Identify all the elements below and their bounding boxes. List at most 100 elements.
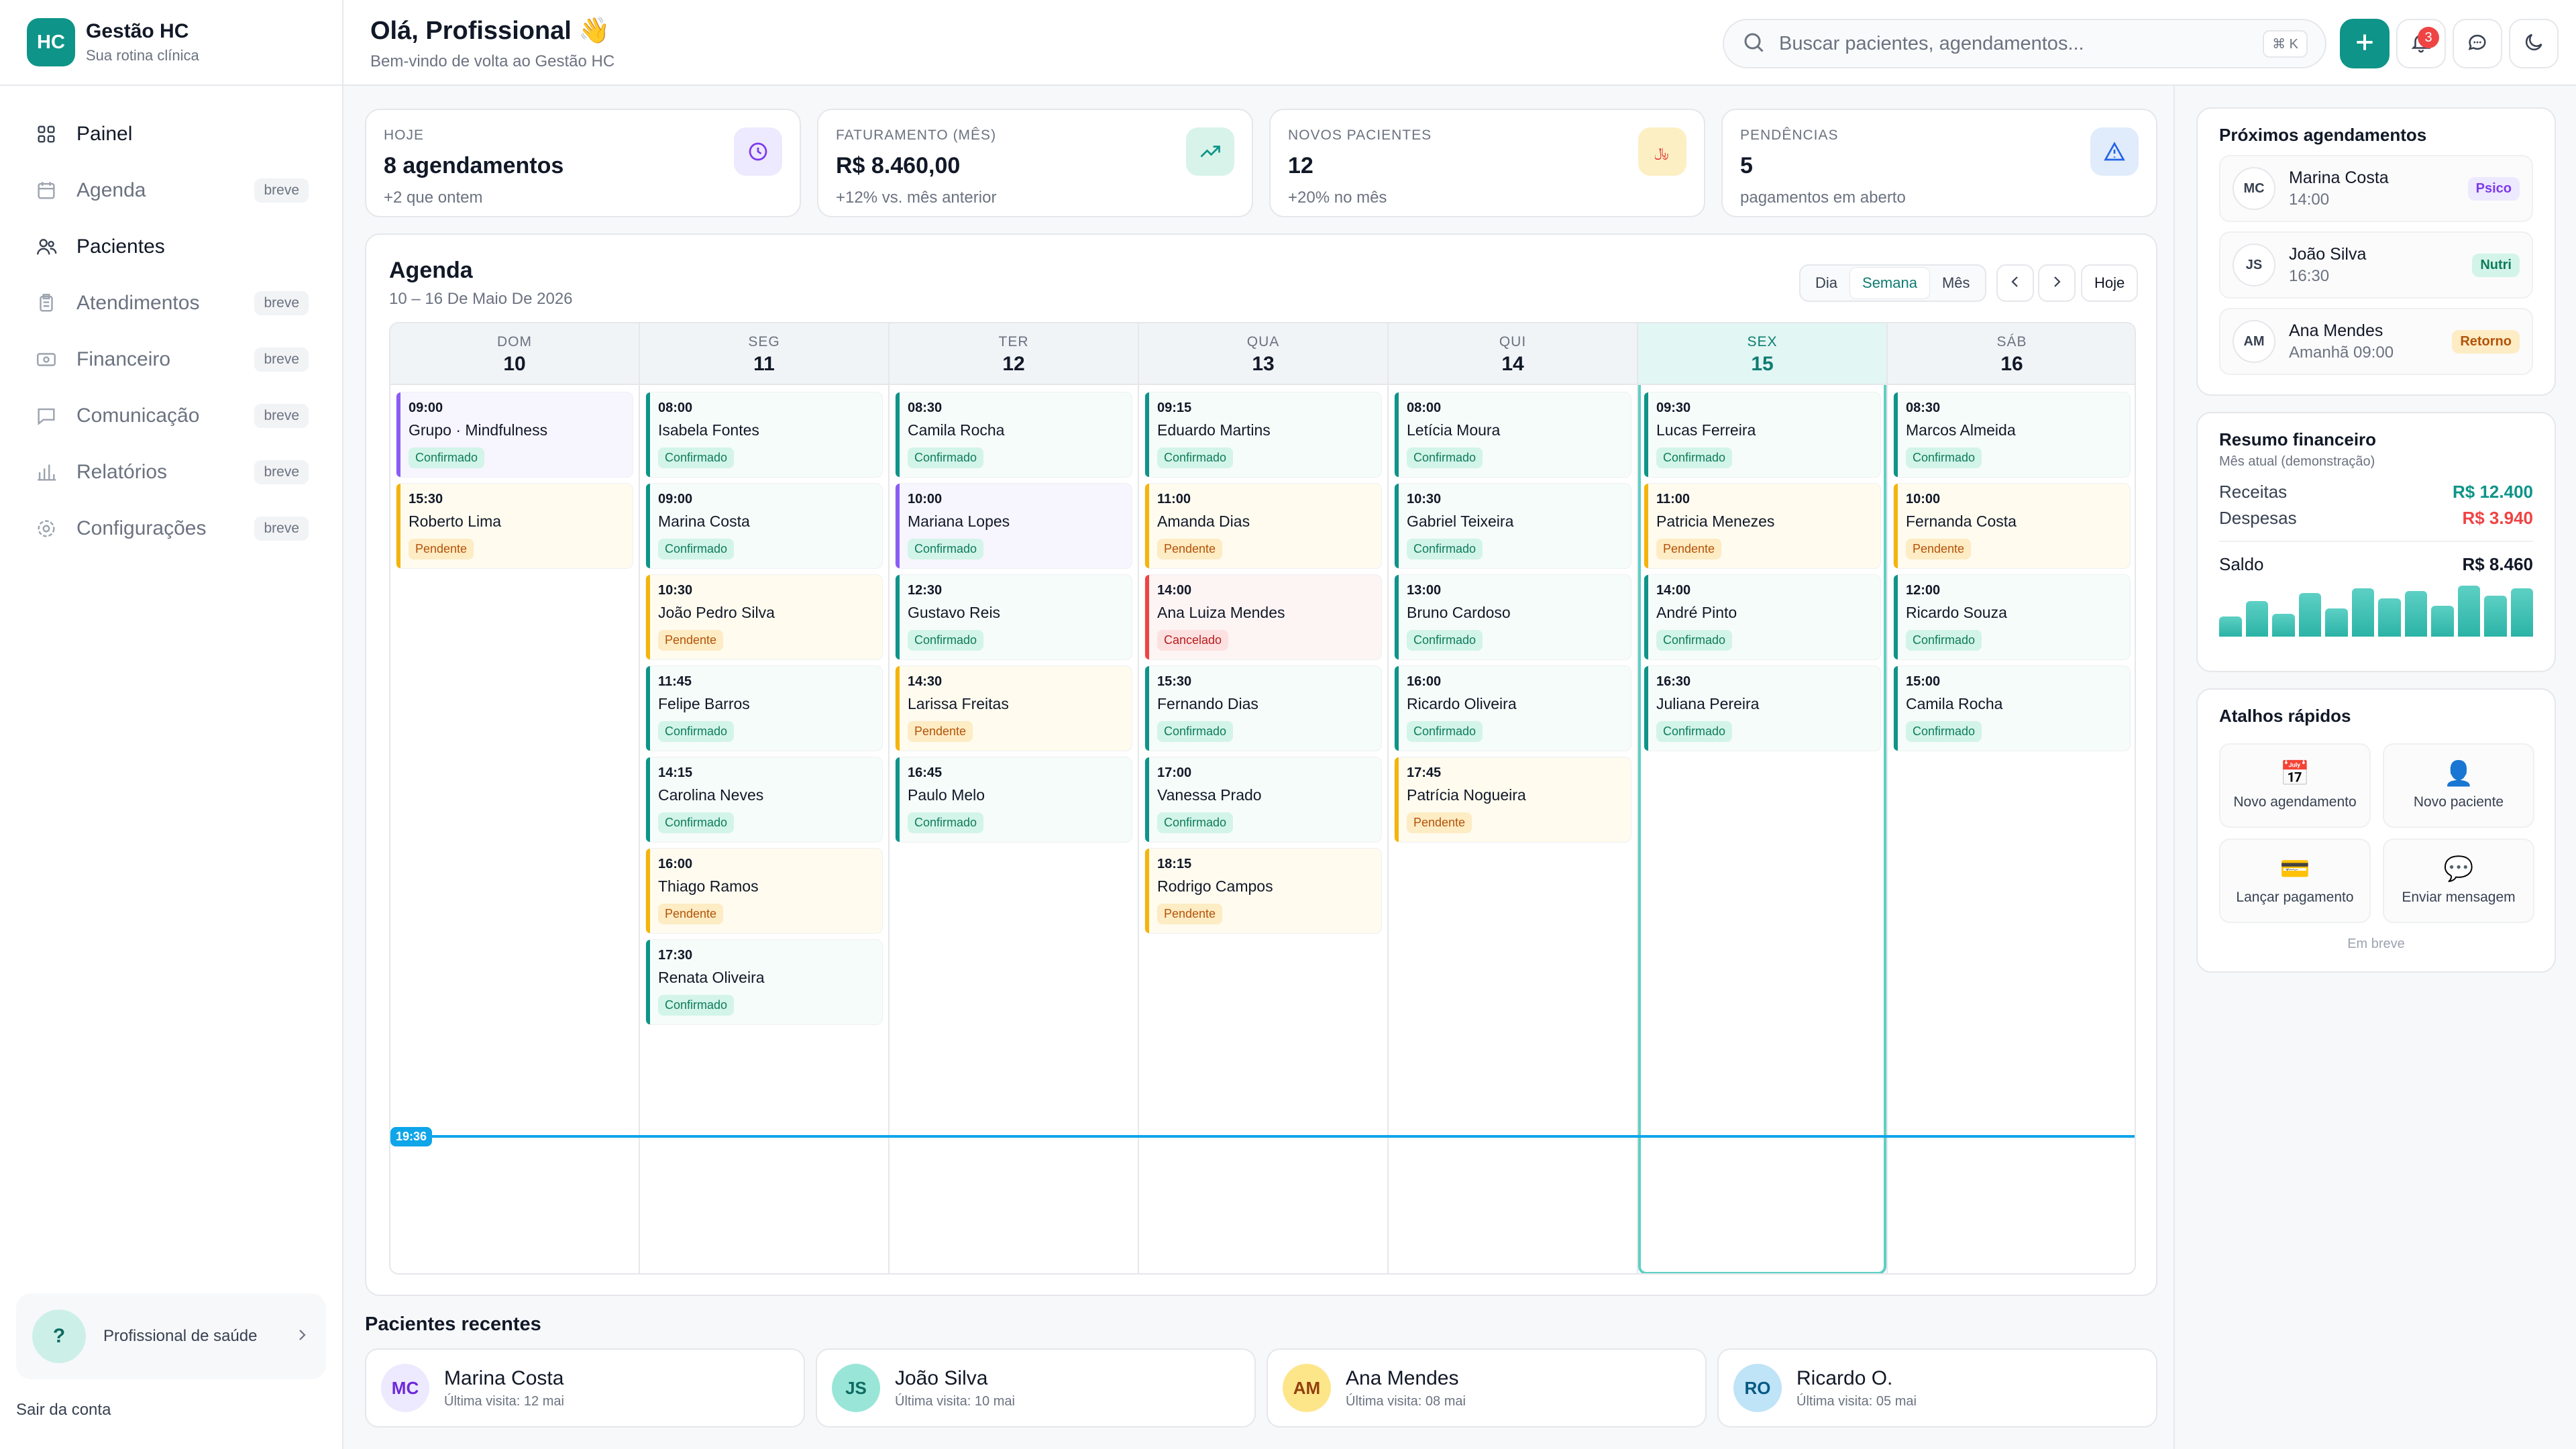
event-color-bar: [1145, 484, 1149, 568]
appointment-event[interactable]: 10:30 Gabriel Teixeira Confirmado: [1394, 483, 1631, 569]
day-header: TER 12: [890, 323, 1138, 385]
appointment-event[interactable]: 10:30 João Pedro Silva Pendente: [645, 574, 883, 660]
next-week-button[interactable]: [2038, 264, 2076, 302]
event-status-badge: Confirmado: [1906, 721, 1982, 742]
recent-patient-card[interactable]: RO Ricardo O. Última visita: 05 mai: [1717, 1348, 2157, 1428]
appointment-event[interactable]: 11:00 Patricia Menezes Pendente: [1644, 483, 1881, 569]
patient-last-visit: Última visita: 12 mai: [444, 1393, 564, 1409]
soon-badge: breve: [254, 517, 309, 541]
day-header: DOM 10: [390, 323, 639, 385]
theme-toggle-button[interactable]: [2509, 19, 2559, 68]
sidebar-item-label: Pacientes: [76, 235, 165, 258]
shortcut-enviar-mensagem[interactable]: 💬 Enviar mensagem: [2383, 839, 2534, 923]
view-month-button[interactable]: Mês: [1941, 274, 1970, 291]
sidebar-item-atendimentos[interactable]: Atendimentos breve: [16, 275, 326, 331]
sidebar-item-configurações[interactable]: Configurações breve: [16, 500, 326, 557]
event-time: 10:30: [1407, 492, 1442, 506]
appointment-event[interactable]: 18:15 Rodrigo Campos Pendente: [1144, 848, 1382, 934]
add-button[interactable]: [2340, 19, 2390, 68]
sidebar-item-relatórios[interactable]: Relatórios breve: [16, 444, 326, 500]
appointment-event[interactable]: 15:30 Roberto Lima Pendente: [396, 483, 633, 569]
appointment-event[interactable]: 15:00 Camila Rocha Confirmado: [1893, 665, 2131, 751]
appointment-event[interactable]: 17:45 Patrícia Nogueira Pendente: [1394, 757, 1631, 843]
appointment-event[interactable]: 14:00 André Pinto Confirmado: [1644, 574, 1881, 660]
event-patient: Ricardo Oliveira: [1407, 695, 1517, 712]
appointment-event[interactable]: 08:00 Letícia Moura Confirmado: [1394, 392, 1631, 478]
appointment-event[interactable]: 16:00 Ricardo Oliveira Confirmado: [1394, 665, 1631, 751]
appointment-event[interactable]: 12:30 Gustavo Reis Confirmado: [895, 574, 1132, 660]
event-time: 14:00: [1656, 583, 1691, 598]
event-status-badge: Pendente: [409, 539, 474, 559]
recent-patient-card[interactable]: JS João Silva Última visita: 10 mai: [816, 1348, 1256, 1428]
agenda-range: 10 – 16 De Maio De 2026: [389, 290, 573, 308]
appointment-event[interactable]: 12:00 Ricardo Souza Confirmado: [1893, 574, 2131, 660]
profile-avatar: ?: [32, 1309, 86, 1363]
profile-card[interactable]: ? Profissional de saúde: [16, 1293, 326, 1379]
appointment-event[interactable]: 13:00 Bruno Cardoso Confirmado: [1394, 574, 1631, 660]
upcoming-item[interactable]: MC Marina Costa 14:00 Psico: [2219, 155, 2533, 222]
kpi-sub: +20% no mês: [1288, 189, 1387, 207]
appointment-event[interactable]: 11:00 Amanda Dias Pendente: [1144, 483, 1382, 569]
view-day-button[interactable]: Dia: [1815, 274, 1838, 291]
search-placeholder: Buscar pacientes, agendamentos...: [1779, 32, 2084, 54]
view-week-button[interactable]: Semana: [1849, 267, 1930, 299]
sidebar-item-comunicação[interactable]: Comunicação breve: [16, 388, 326, 444]
search-input[interactable]: Buscar pacientes, agendamentos... ⌘ K: [1723, 19, 2326, 68]
sidebar-item-financeiro[interactable]: Financeiro breve: [16, 331, 326, 388]
event-color-bar: [1894, 666, 1898, 751]
appointment-event[interactable]: 10:00 Mariana Lopes Confirmado: [895, 483, 1132, 569]
appointment-event[interactable]: 16:00 Thiago Ramos Pendente: [645, 848, 883, 934]
appointment-event[interactable]: 16:30 Juliana Pereira Confirmado: [1644, 665, 1881, 751]
sidebar-item-pacientes[interactable]: Pacientes: [16, 219, 326, 275]
sidebar-item-label: Configurações: [76, 517, 207, 539]
logout-link[interactable]: Sair da conta: [16, 1401, 111, 1419]
event-color-bar: [896, 575, 900, 659]
appointment-event[interactable]: 11:45 Felipe Barros Confirmado: [645, 665, 883, 751]
appointment-event[interactable]: 08:30 Marcos Almeida Confirmado: [1893, 392, 2131, 478]
prev-week-button[interactable]: [1996, 264, 2034, 302]
shortcut-novo-paciente[interactable]: 👤 Novo paciente: [2383, 743, 2534, 828]
appointment-event[interactable]: 08:00 Isabela Fontes Confirmado: [645, 392, 883, 478]
upcoming-title: Próximos agendamentos: [2219, 125, 2427, 145]
sidebar-item-agenda[interactable]: Agenda breve: [16, 162, 326, 219]
appointment-event[interactable]: 17:30 Renata Oliveira Confirmado: [645, 939, 883, 1025]
recent-patient-card[interactable]: MC Marina Costa Última visita: 12 mai: [365, 1348, 805, 1428]
balance-bar: [2325, 608, 2348, 637]
appointment-event[interactable]: 17:00 Vanessa Prado Confirmado: [1144, 757, 1382, 843]
kpi-value: R$ 8.460,00: [836, 153, 961, 178]
kpi-label: FATURAMENTO (MÊS): [836, 127, 997, 143]
upcoming-item[interactable]: AM Ana Mendes Amanhã 09:00 Retorno: [2219, 308, 2533, 375]
notifications-button[interactable]: 3: [2396, 19, 2446, 68]
appointment-event[interactable]: 14:30 Larissa Freitas Pendente: [895, 665, 1132, 751]
appointment-event[interactable]: 09:15 Eduardo Martins Confirmado: [1144, 392, 1382, 478]
upcoming-name: João Silva: [2289, 244, 2367, 264]
messages-button[interactable]: [2453, 19, 2502, 68]
recent-patient-card[interactable]: AM Ana Mendes Última visita: 08 mai: [1267, 1348, 1707, 1428]
balance-bar: [2431, 606, 2454, 637]
appointment-event[interactable]: 16:45 Paulo Melo Confirmado: [895, 757, 1132, 843]
sidebar-item-label: Painel: [76, 123, 133, 145]
appointment-event[interactable]: 09:00 Grupo · Mindfulness Confirmado: [396, 392, 633, 478]
event-status-badge: Confirmado: [658, 447, 735, 468]
sidebar-nav: Painel Agenda breve Pacientes Atendimentos br…: [0, 86, 342, 557]
event-status-badge: Confirmado: [908, 812, 984, 833]
shortcut-lançar-pagamento[interactable]: 💳 Lançar pagamento: [2219, 839, 2371, 923]
shortcut-novo-agendamento[interactable]: 📅 Novo agendamento: [2219, 743, 2371, 828]
sidebar-item-painel[interactable]: Painel: [16, 106, 326, 162]
appointment-event[interactable]: 10:00 Fernanda Costa Pendente: [1893, 483, 2131, 569]
event-color-bar: [1145, 666, 1149, 751]
appointment-event[interactable]: 14:00 Ana Luiza Mendes Cancelado: [1144, 574, 1382, 660]
sidebar-item-label: Comunicação: [76, 405, 200, 427]
appointment-event[interactable]: 09:00 Marina Costa Confirmado: [645, 483, 883, 569]
appointment-event[interactable]: 09:30 Lucas Ferreira Confirmado: [1644, 392, 1881, 478]
app-logo[interactable]: HC: [27, 18, 75, 66]
patient-avatar: JS: [832, 1364, 880, 1412]
event-status-badge: Confirmado: [1906, 630, 1982, 651]
appointment-event[interactable]: 08:30 Camila Rocha Confirmado: [895, 392, 1132, 478]
today-button[interactable]: Hoje: [2081, 264, 2139, 302]
sidebar-item-label: Agenda: [76, 179, 146, 201]
appointment-event[interactable]: 15:30 Fernando Dias Confirmado: [1144, 665, 1382, 751]
upcoming-item[interactable]: JS João Silva 16:30 Nutri: [2219, 231, 2533, 299]
event-color-bar: [396, 392, 400, 477]
appointment-event[interactable]: 14:15 Carolina Neves Confirmado: [645, 757, 883, 843]
